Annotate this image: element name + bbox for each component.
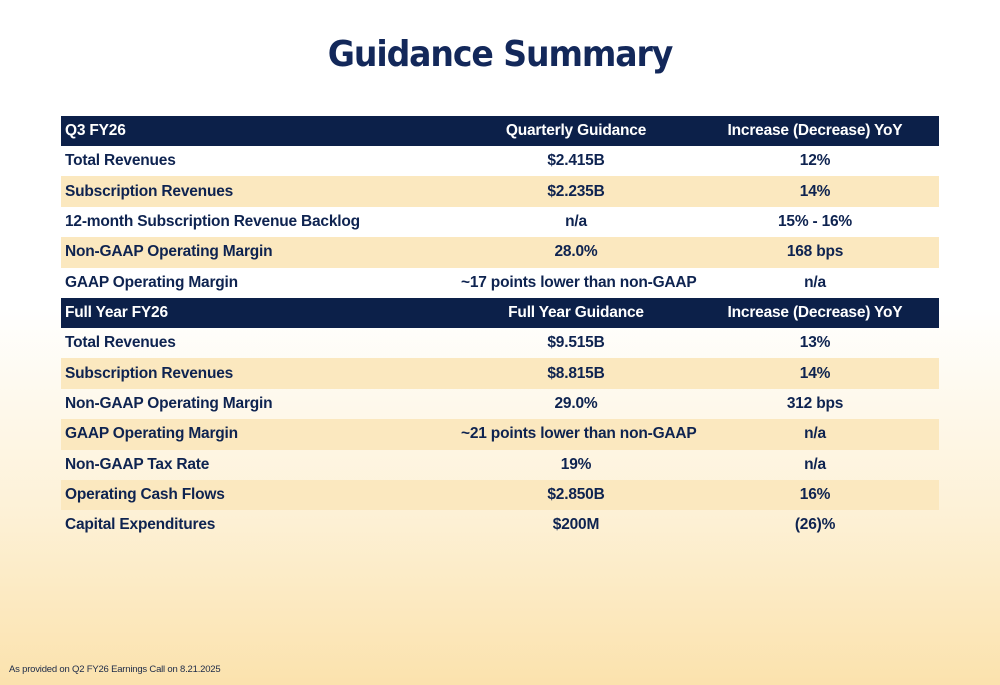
yoy-value: n/a — [804, 455, 826, 473]
metric-label: Non-GAAP Tax Rate — [65, 455, 210, 473]
footnote: As provided on Q2 FY26 Earnings Call on … — [9, 664, 221, 675]
table-row: GAAP Operating Margin ~17 points lower t… — [61, 268, 939, 298]
table-row: Subscription Revenues $2.235B 14% — [61, 176, 939, 207]
q3-header-guidance: Quarterly Guidance — [505, 122, 647, 139]
guidance-value: 28.0% — [554, 243, 598, 261]
guidance-value: 19% — [560, 455, 592, 473]
yoy-value: (26)% — [794, 516, 836, 534]
metric-label: Non-GAAP Operating Margin — [65, 243, 273, 261]
table-row: Capital Expenditures $200M (26)% — [61, 510, 939, 540]
table-row: Total Revenues $2.415B 12% — [61, 146, 939, 176]
q3-header-yoy: Increase (Decrease) YoY — [727, 122, 903, 139]
table-row: Subscription Revenues $8.815B 14% — [61, 358, 939, 389]
yoy-value: 12% — [799, 152, 831, 170]
table-row: Operating Cash Flows $2.850B 16% — [61, 479, 939, 511]
metric-label: 12-month Subscription Revenue Backlog — [65, 212, 360, 230]
metric-label: Non-GAAP Operating Margin — [65, 394, 273, 412]
yoy-value: n/a — [804, 425, 826, 443]
fy-header-period: Full Year FY26 — [65, 303, 168, 321]
table-row: Total Revenues $9.515B 13% — [61, 328, 939, 358]
table-row: Non-GAAP Tax Rate 19% n/a — [61, 450, 939, 480]
yoy-value: 168 bps — [786, 243, 844, 261]
fy-header-guidance: Full Year Guidance — [508, 303, 644, 321]
guidance-value: ~21 points lower than non-GAAP — [461, 425, 697, 443]
guidance-value: $8.815B — [547, 364, 605, 382]
metric-label: Subscription Revenues — [65, 364, 234, 382]
metric-label: GAAP Operating Margin — [65, 273, 238, 291]
metric-label: Operating Cash Flows — [65, 486, 225, 504]
table-row: 12-month Subscription Revenue Backlog n/… — [61, 207, 939, 237]
yoy-value: 15% - 16% — [777, 212, 853, 230]
yoy-value: 14% — [799, 182, 831, 200]
guidance-value: $200M — [552, 516, 600, 534]
table-row: Non-GAAP Operating Margin 29.0% 312 bps — [61, 389, 939, 419]
metric-label: Total Revenues — [65, 152, 176, 170]
guidance-value: $9.515B — [547, 334, 605, 352]
guidance-table: Q3 FY26 Quarterly Guidance Increase (Dec… — [61, 116, 939, 541]
guidance-value: $2.415B — [547, 152, 605, 170]
yoy-value: 13% — [799, 334, 831, 352]
yoy-value: n/a — [804, 273, 826, 291]
yoy-value: 16% — [799, 486, 831, 504]
page-title: Guidance Summary — [327, 34, 674, 75]
metric-label: Subscription Revenues — [65, 182, 234, 200]
guidance-value: $2.235B — [547, 182, 605, 200]
guidance-value: 29.0% — [554, 394, 598, 412]
yoy-value: 312 bps — [786, 394, 844, 412]
metric-label: GAAP Operating Margin — [65, 425, 238, 443]
fy-header-row: Full Year FY26 Full Year Guidance Increa… — [61, 297, 939, 328]
table-row: Non-GAAP Operating Margin 28.0% 168 bps — [61, 237, 939, 268]
guidance-value: n/a — [565, 212, 587, 230]
q3-header-period: Q3 FY26 — [65, 122, 126, 139]
guidance-value: $2.850B — [547, 486, 605, 504]
metric-label: Capital Expenditures — [65, 516, 216, 534]
guidance-value: ~17 points lower than non-GAAP — [461, 273, 697, 291]
table-row: GAAP Operating Margin ~21 points lower t… — [61, 419, 939, 450]
q3-header-row: Q3 FY26 Quarterly Guidance Increase (Dec… — [61, 116, 939, 146]
metric-label: Total Revenues — [65, 334, 176, 352]
fy-header-yoy: Increase (Decrease) YoY — [727, 303, 903, 321]
yoy-value: 14% — [799, 364, 831, 382]
